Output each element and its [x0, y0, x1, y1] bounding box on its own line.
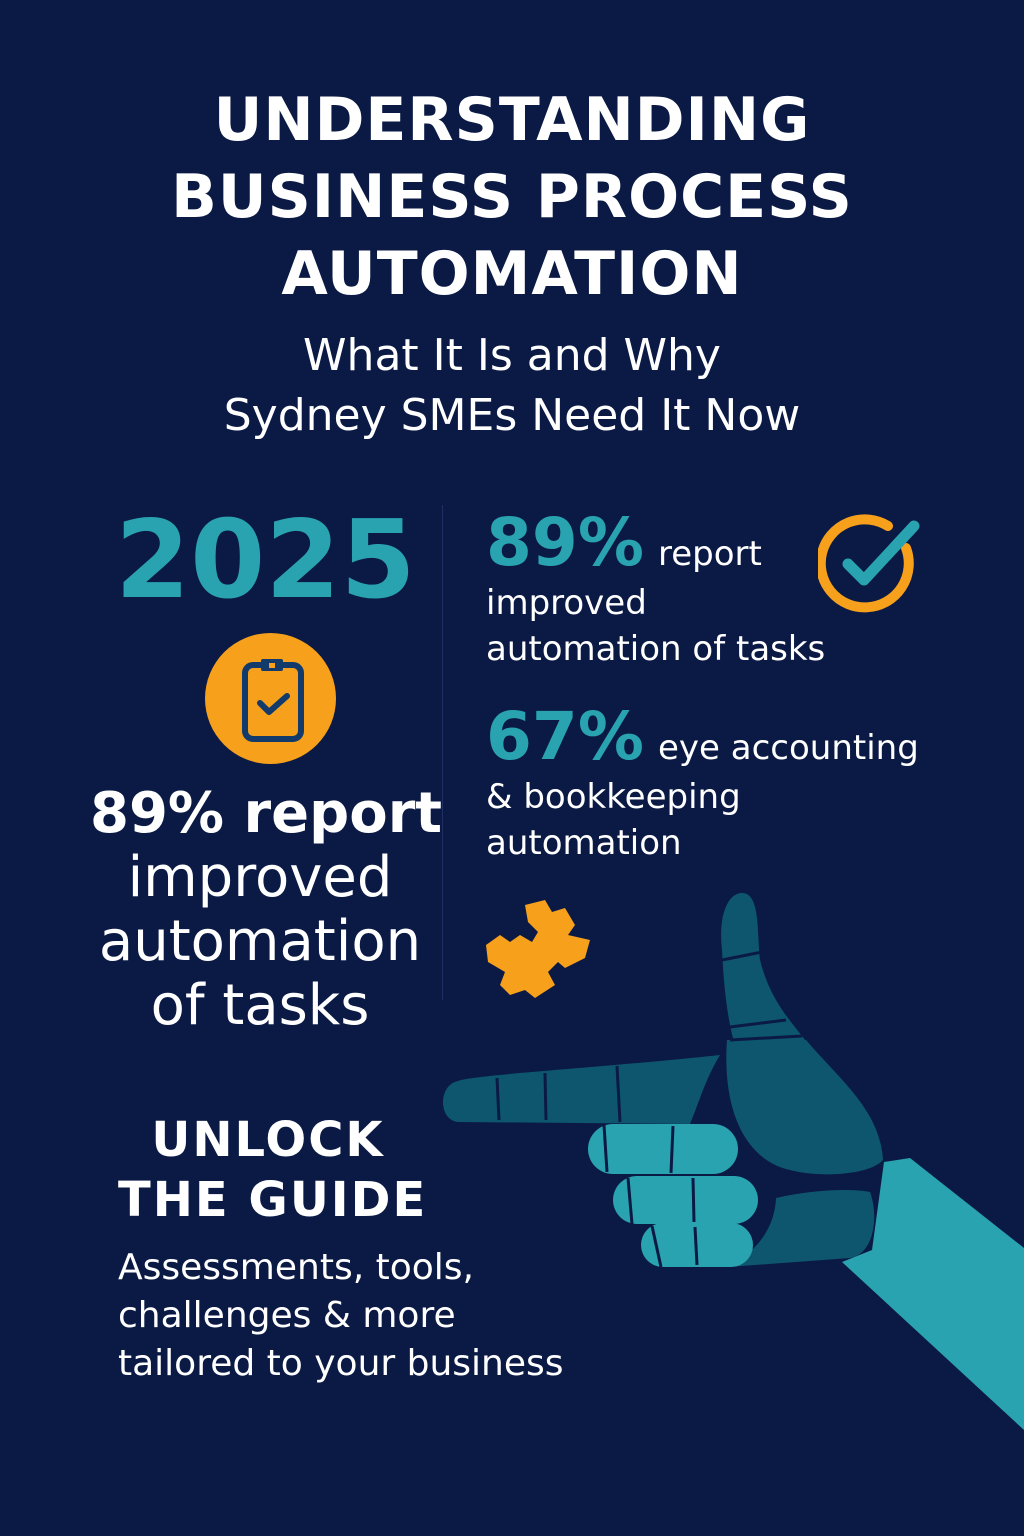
cta-title: UNLOCK THE GUIDE [118, 1110, 428, 1230]
cta-body-line: tailored to your business [118, 1343, 564, 1384]
thumb [721, 893, 805, 1060]
stat-text: improved [486, 583, 647, 623]
title-line: AUTOMATION [281, 239, 743, 309]
stat-2: 67% eye accounting & bookkeeping automati… [486, 700, 1016, 866]
stat-text: automation of tasks [486, 629, 826, 669]
puzzle-piece-icon [486, 900, 590, 998]
cta-body-line: Assessments, tools, [118, 1247, 474, 1288]
cta-title-line: THE GUIDE [118, 1172, 428, 1228]
clipboard-check-icon [242, 659, 304, 742]
divider [442, 505, 443, 1000]
stat-text: eye accounting [657, 728, 919, 768]
year: 2025 [115, 498, 416, 623]
finger-2 [613, 1176, 758, 1224]
forearm [842, 1158, 1024, 1430]
stat-percent: 67% [486, 698, 644, 775]
left-stat-line: improved [127, 845, 393, 910]
title-line: UNDERSTANDING [213, 85, 811, 155]
cta-body-line: challenges & more [118, 1295, 456, 1336]
index-finger [443, 1055, 720, 1124]
stat-text: & bookkeeping [486, 777, 741, 817]
cta-body: Assessments, tools, challenges & more ta… [118, 1244, 564, 1388]
left-stat-line: of tasks [150, 973, 370, 1038]
title-line: BUSINESS PROCESS [171, 162, 853, 232]
stat-1: 89% report improved automation of tasks [486, 506, 1016, 672]
left-stat: 89% report improved automation of tasks [90, 781, 443, 1038]
subtitle-line: What It Is and Why [303, 330, 721, 381]
lower-palm [728, 1190, 875, 1267]
clipboard-badge [205, 633, 336, 764]
finger-1 [588, 1124, 738, 1174]
checkmark-circle-icon [818, 514, 920, 613]
stat-text: automation [486, 823, 682, 863]
palm [726, 1040, 883, 1175]
subtitle-line: Sydney SMEs Need It Now [223, 390, 801, 441]
cta-title-line: UNLOCK [151, 1112, 385, 1168]
hand [443, 893, 1024, 1430]
left-stat-line: 89% report [90, 781, 443, 846]
left-stat-line: automation [98, 909, 422, 974]
stat-text: report [657, 534, 762, 574]
subtitle: What It Is and Why Sydney SMEs Need It N… [0, 326, 1024, 446]
page-title: UNDERSTANDING BUSINESS PROCESS AUTOMATIO… [0, 82, 1024, 313]
stat-percent: 89% [486, 504, 644, 581]
